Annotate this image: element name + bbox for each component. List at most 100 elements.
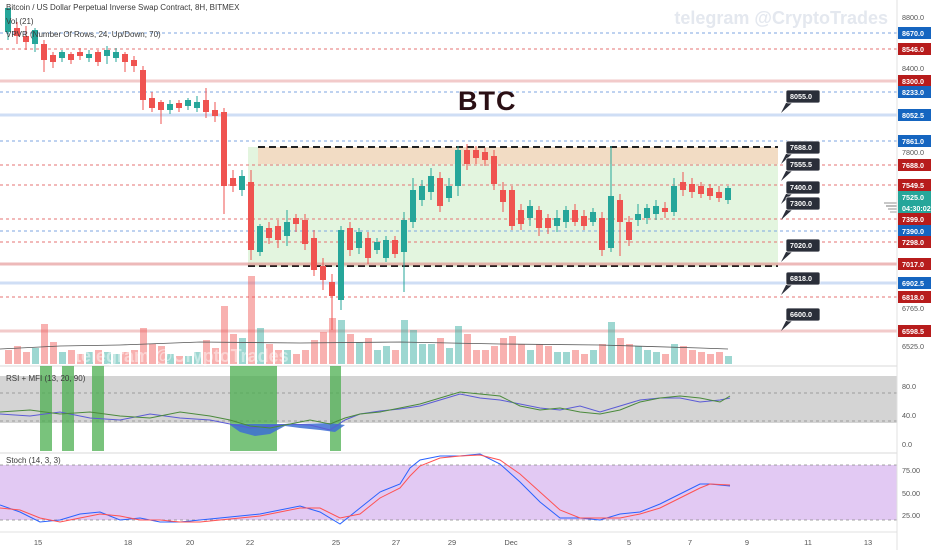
candle-body xyxy=(617,200,623,222)
price-pane[interactable] xyxy=(0,8,897,364)
svg-text:7555.5: 7555.5 xyxy=(790,160,812,169)
candle-body xyxy=(338,230,344,300)
volume-bar xyxy=(23,352,30,364)
price-tag xyxy=(898,109,931,121)
candle-body xyxy=(653,206,659,214)
volume-bar xyxy=(5,350,12,364)
price-axis[interactable]: 8670.0 8546.0 8300.0 8233.0 8052.5 7861.0 7688… xyxy=(898,13,931,351)
stoch-pane[interactable] xyxy=(0,453,897,525)
rsi-mfi-pane[interactable] xyxy=(0,366,897,451)
price-tag xyxy=(898,236,931,248)
svg-text:7400.0: 7400.0 xyxy=(790,183,812,192)
volume-study-label[interactable]: Vol (21) xyxy=(6,17,34,26)
candle-body xyxy=(122,54,128,62)
chart-title: Bitcoin / US Dollar Perpetual Inverse Sw… xyxy=(6,3,240,12)
time-tick-label: 5 xyxy=(627,538,631,547)
time-tick-label: 25 xyxy=(332,538,340,547)
candle-body xyxy=(14,28,20,36)
candle-body xyxy=(509,190,515,226)
time-tick-label: 13 xyxy=(864,538,872,547)
rsi-scale-label: 80.0 xyxy=(902,382,916,391)
volume-bar xyxy=(248,276,255,364)
candle-body xyxy=(572,210,578,222)
volume-bar xyxy=(203,340,210,364)
candle-body xyxy=(347,228,353,250)
candle-body xyxy=(248,182,254,250)
time-axis[interactable]: 15 18 20 22 25 27 29 Dec 3 5 7 9 11 13 xyxy=(34,538,872,547)
candle-body xyxy=(662,208,668,212)
candle-body xyxy=(599,218,605,250)
volume-bar xyxy=(266,344,273,364)
price-tag-label: 7861.0 xyxy=(902,137,924,146)
price-tick-label: 7800.0 xyxy=(902,148,924,157)
volume-bar xyxy=(419,344,426,364)
candle-body xyxy=(374,242,380,250)
volume-bar xyxy=(608,322,615,364)
price-callout: 7555.5 xyxy=(781,157,821,181)
candle-body xyxy=(419,186,425,200)
volume-bar xyxy=(383,346,390,364)
candle-body xyxy=(185,100,191,106)
volume-bar xyxy=(239,338,246,364)
candle-body xyxy=(464,150,470,164)
candle-body xyxy=(266,228,272,238)
candle-body xyxy=(194,102,200,108)
volume-bar xyxy=(392,350,399,364)
candle-body xyxy=(473,150,479,158)
mfi-line xyxy=(0,391,731,429)
volume-bar xyxy=(626,344,633,364)
candle-body xyxy=(671,186,677,212)
volume-bar xyxy=(149,344,156,364)
stoch-band xyxy=(0,465,897,520)
candle-body xyxy=(446,186,452,198)
volume-bar xyxy=(716,352,723,364)
candle-body xyxy=(50,55,56,62)
time-tick-label: 22 xyxy=(246,538,254,547)
price-tag-label: 04:30:02 xyxy=(902,204,931,213)
volume-bar xyxy=(77,354,84,364)
stoch-panel-label[interactable]: Stoch (14, 3, 3) xyxy=(6,456,61,465)
price-tag-label: 8233.0 xyxy=(902,88,924,97)
volume-bar xyxy=(482,350,489,364)
price-tag-label: 8300.0 xyxy=(902,77,924,86)
btc-chart-label: BTC xyxy=(458,86,517,116)
volume-watermark: telegram @CryptoTrades xyxy=(75,346,289,366)
candle-body xyxy=(491,156,497,184)
volume-bar xyxy=(428,344,435,364)
volume-bar xyxy=(50,342,57,364)
price-tag xyxy=(898,225,931,237)
mfi-signal-zone xyxy=(230,366,277,451)
support-resistance-lines xyxy=(0,32,897,333)
time-tick-label: 20 xyxy=(186,538,194,547)
candle-body xyxy=(113,52,119,58)
candle-body xyxy=(167,104,173,110)
candle-body xyxy=(626,222,632,240)
volume-bar xyxy=(698,352,705,364)
candle-body xyxy=(311,238,317,270)
volume-bar xyxy=(545,346,552,364)
volume-bar xyxy=(347,334,354,364)
price-tag-label: 7298.0 xyxy=(902,238,924,247)
price-tag xyxy=(898,159,931,171)
price-tag xyxy=(898,86,931,98)
volume-bar xyxy=(32,348,39,364)
candle-body xyxy=(581,216,587,226)
volume-bar xyxy=(356,342,363,364)
price-tag xyxy=(898,27,931,39)
volume-bar xyxy=(59,352,66,364)
rsi-panel-label[interactable]: RSI + MFI (13, 20, 90) xyxy=(6,374,86,383)
volume-bar xyxy=(257,328,264,364)
candle-body xyxy=(293,218,299,224)
candle-body xyxy=(518,210,524,224)
candle-body xyxy=(383,240,389,258)
candle-body xyxy=(455,150,461,186)
svg-text:7020.0: 7020.0 xyxy=(790,241,812,250)
vpvr-study-label[interactable]: VPVR (Number Of Rows, 24, Up/Down, 70) xyxy=(6,30,161,39)
volume-bar xyxy=(185,356,192,364)
candle-body xyxy=(428,176,434,192)
candle-body xyxy=(482,152,488,160)
candle-body xyxy=(392,240,398,254)
volume-bar xyxy=(599,344,606,364)
price-tag-label: 8670.0 xyxy=(902,29,924,38)
